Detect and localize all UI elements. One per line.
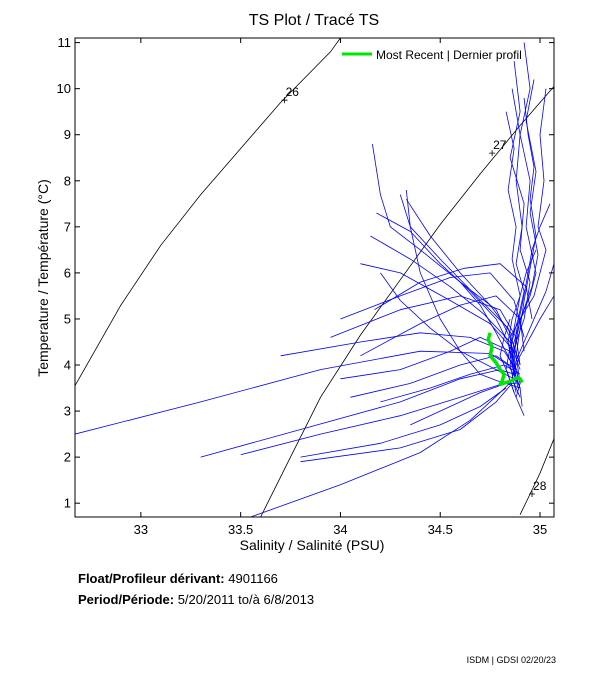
historical-profile-16	[330, 295, 521, 366]
historical-profile-5	[505, 88, 525, 393]
density-contours: 26 27 28	[75, 38, 554, 517]
float-info: Float/Profileur dérivant: 4901166	[78, 571, 278, 586]
most-recent-profile-line	[486, 332, 524, 387]
chart-title: TS Plot / Tracé TS	[249, 12, 379, 29]
x-tick-label: 34.5	[428, 522, 453, 537]
density-contour-28	[519, 438, 554, 515]
period-range: 5/20/2011 to/à 6/8/2013	[177, 592, 315, 607]
x-tick-label: 33	[134, 522, 148, 537]
period-label: Period/Période:	[78, 592, 175, 607]
x-axis-ticks: 33 33.5 34 34.5 35	[134, 38, 547, 537]
plot-area	[75, 38, 554, 517]
y-tick-label: 9	[64, 127, 71, 142]
float-label: Float/Profileur dérivant:	[78, 571, 225, 586]
y-tick-label: 3	[64, 404, 71, 419]
y-tick-label: 6	[64, 265, 71, 280]
historical-profiles	[75, 42, 554, 517]
y-tick-label: 11	[58, 35, 72, 50]
historical-profile-29	[350, 355, 517, 398]
y-tick-label: 8	[64, 173, 71, 188]
period-info: Period/Période: 5/20/2011 to/à 6/8/2013	[78, 592, 314, 607]
contour-label-28: 28	[533, 479, 547, 493]
contour-marker	[529, 490, 536, 497]
density-contour-27	[260, 86, 554, 517]
historical-profile-30	[410, 382, 521, 426]
historical-profile-25	[405, 198, 515, 338]
float-id: 4901166	[228, 571, 278, 586]
y-tick-label: 5	[64, 311, 71, 326]
historical-profile-19	[374, 263, 533, 320]
historical-profile-33	[507, 249, 537, 389]
y-tick-label: 1	[64, 496, 71, 511]
historical-profile-9	[75, 350, 517, 435]
contour-marker	[281, 97, 288, 104]
historical-profile-14	[300, 383, 513, 463]
x-tick-label: 33.5	[228, 522, 253, 537]
y-tick-label: 7	[64, 219, 71, 234]
historical-profile-27	[380, 272, 515, 380]
contour-label-27: 27	[493, 138, 507, 152]
historical-profile-36	[499, 318, 525, 416]
plot-frame	[74, 37, 555, 518]
historical-profile-32	[459, 281, 517, 375]
historical-profile-28	[340, 336, 519, 380]
contour-label-26: 26	[286, 85, 300, 99]
y-tick-label: 10	[57, 81, 71, 96]
historical-profile-15	[280, 332, 517, 370]
x-tick-label: 34	[333, 522, 347, 537]
historical-profile-31	[380, 364, 521, 403]
historical-profile-24	[399, 194, 521, 366]
most-recent-profile	[486, 332, 524, 387]
historical-profile-13	[300, 387, 507, 458]
historical-profile-26	[405, 189, 505, 384]
x-axis-label: Salinity / Salinité (PSU)	[240, 537, 385, 553]
credit-footer: ISDM | GDSI 02/20/23	[466, 655, 556, 665]
historical-profile-35	[515, 97, 537, 384]
historical-profile-21	[370, 235, 521, 370]
historical-profile-22	[360, 263, 515, 352]
contour-marker	[489, 150, 496, 157]
x-tick-label: 35	[533, 522, 547, 537]
density-contour-26	[75, 38, 341, 386]
y-axis-ticks: 1 2 3 4 5 6 7 8 9 10 11	[57, 35, 554, 511]
historical-profile-34	[513, 203, 551, 366]
legend-label: Most Recent | Dernier profil	[376, 48, 522, 62]
historical-profile-23	[372, 143, 513, 343]
legend: Most Recent | Dernier profil	[342, 48, 522, 62]
y-tick-label: 2	[64, 450, 71, 465]
y-axis-label: Temperature / Température (°C)	[35, 179, 51, 377]
y-tick-label: 4	[64, 358, 71, 373]
